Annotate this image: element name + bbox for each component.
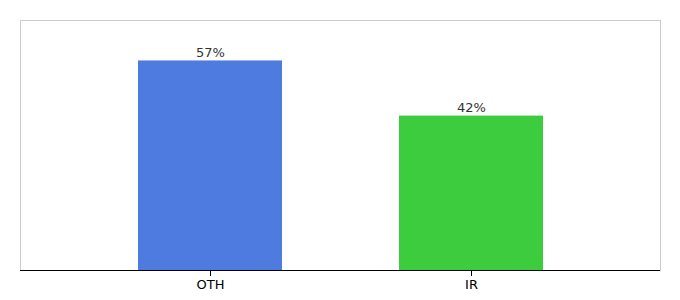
svg-text:OTH: OTH — [197, 277, 225, 292]
svg-text:IR: IR — [465, 277, 478, 292]
svg-text:42%: 42% — [457, 100, 486, 115]
svg-text:57%: 57% — [196, 45, 225, 60]
